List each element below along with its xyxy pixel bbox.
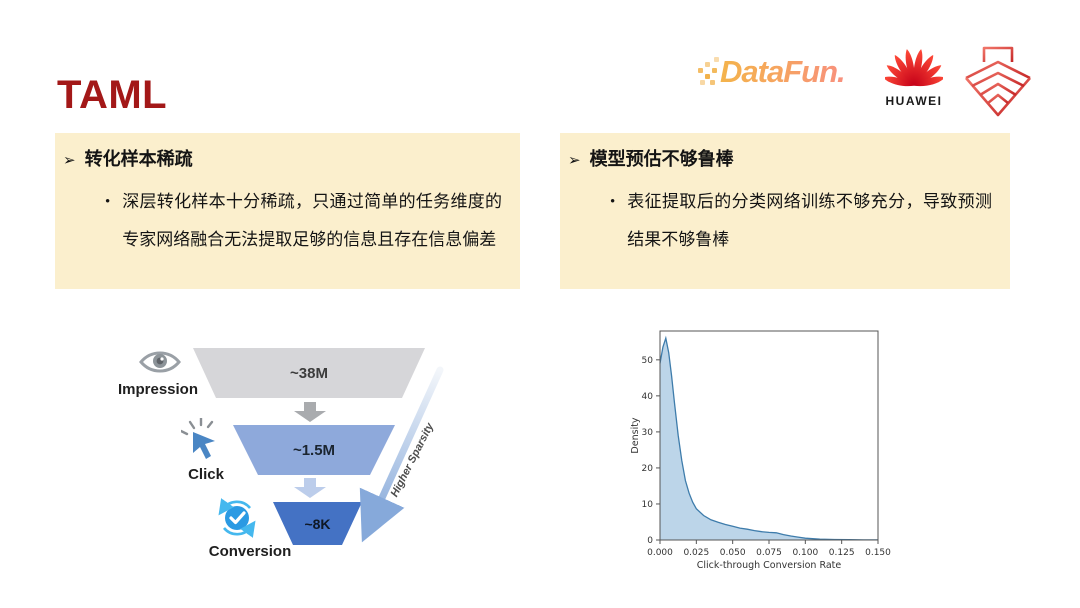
panel-bullet: • 深层转化样本十分稀疏，只通过简单的任务维度的专家网络融合无法提取足够的信息且…	[105, 183, 502, 259]
page-title: TAML	[57, 72, 168, 117]
stage-label-click: Click	[188, 466, 224, 483]
panel-model-robustness: ➢ 模型预估不够鲁棒 • 表征提取后的分类网络训练不够充分，导致预测结果不够鲁棒	[560, 133, 1010, 289]
panel-heading: ➢ 转化样本稀疏	[63, 145, 193, 171]
funnel-stage-impression: ~38M	[193, 348, 425, 398]
huawei-logo: HUAWEI	[882, 38, 946, 108]
huawei-wordmark: HUAWEI	[885, 94, 943, 108]
density-chart: 0.000 0.025 0.050 0.075 0.100 0.125 0.150 0 10 20…	[628, 320, 928, 587]
cursor-click-icon	[181, 418, 215, 459]
dot-bullet-icon: •	[105, 194, 111, 210]
svg-text:Click-through Conversion Rate: Click-through Conversion Rate	[697, 560, 842, 571]
higher-sparsity-arrow-icon	[359, 366, 444, 543]
logo-cluster: DataFun. HU	[690, 38, 1040, 118]
panel-heading-text: 转化样本稀疏	[84, 149, 193, 169]
svg-text:40: 40	[642, 392, 654, 402]
stage-value: ~38M	[290, 364, 328, 382]
svg-text:Density: Density	[630, 417, 641, 453]
datafun-pixel-icon	[698, 52, 720, 92]
down-arrow-icon	[294, 478, 326, 498]
stage-value: ~1.5M	[292, 441, 336, 459]
svg-text:0.125: 0.125	[829, 548, 855, 558]
eye-icon	[139, 351, 181, 373]
ark-ship-icon	[965, 46, 1031, 117]
dot-bullet-icon: •	[610, 194, 616, 210]
stage-value: ~8K	[304, 515, 331, 532]
datafun-logo: DataFun.	[698, 52, 846, 92]
panel-bullet-text: 表征提取后的分类网络训练不够充分，导致预测结果不够鲁棒	[627, 192, 992, 249]
stage-label-conversion: Conversion	[208, 543, 292, 560]
svg-text:0: 0	[647, 536, 653, 546]
svg-text:20: 20	[642, 464, 654, 474]
svg-text:50: 50	[642, 356, 654, 366]
svg-text:0.150: 0.150	[865, 548, 891, 558]
kde-plot-icon: 0.000 0.025 0.050 0.075 0.100 0.125 0.150 0 10 20…	[630, 330, 891, 571]
funnel-stage-click: ~1.5M	[233, 425, 395, 475]
svg-text:0.075: 0.075	[756, 548, 782, 558]
panel-heading: ➢ 模型预估不够鲁棒	[568, 145, 734, 171]
down-arrow-icon	[294, 402, 326, 422]
svg-text:0.000: 0.000	[647, 548, 673, 558]
arrow-bullet-icon: ➢	[63, 153, 76, 169]
huawei-flower-icon	[882, 49, 946, 87]
conversion-check-icon	[218, 498, 256, 538]
svg-text:0.050: 0.050	[720, 548, 746, 558]
stage-label-impression: Impression	[117, 381, 199, 398]
panel-bullet: • 表征提取后的分类网络训练不够充分，导致预测结果不够鲁棒	[610, 183, 992, 259]
datafun-wordmark: DataFun.	[720, 54, 846, 89]
arrow-bullet-icon: ➢	[568, 153, 581, 169]
svg-text:0.025: 0.025	[683, 548, 709, 558]
noahs-ark-logo	[958, 36, 1038, 125]
svg-text:30: 30	[642, 428, 654, 438]
svg-text:0.100: 0.100	[792, 548, 818, 558]
panel-heading-text: 模型预估不够鲁棒	[589, 149, 734, 169]
funnel-stage-conversion: ~8K	[273, 502, 362, 545]
svg-text:10: 10	[642, 500, 654, 510]
panel-conversion-sparsity: ➢ 转化样本稀疏 • 深层转化样本十分稀疏，只通过简单的任务维度的专家网络融合无…	[55, 133, 520, 289]
panel-bullet-text: 深层转化样本十分稀疏，只通过简单的任务维度的专家网络融合无法提取足够的信息且存在…	[122, 192, 502, 249]
